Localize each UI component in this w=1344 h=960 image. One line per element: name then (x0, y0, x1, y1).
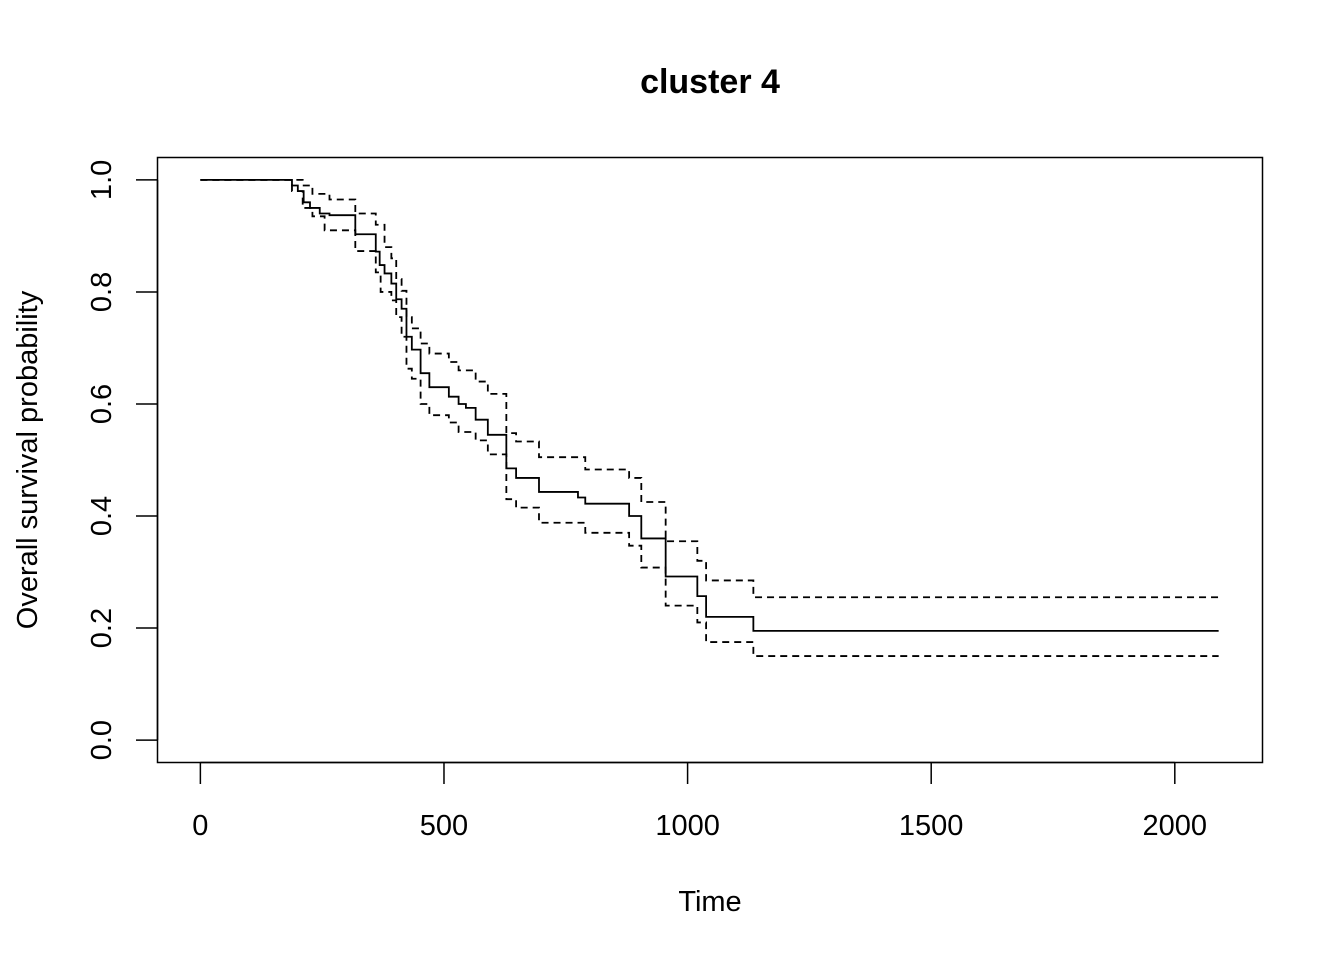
lower-confidence-band (200, 179, 1219, 657)
chart-title: cluster 4 (640, 63, 780, 101)
x-tick-label: 2000 (1143, 810, 1208, 842)
upper-confidence-band (200, 179, 1219, 599)
x-axis-label: Time (678, 886, 741, 918)
y-tick-label: 0.6 (86, 384, 118, 424)
x-tick-label: 1500 (899, 810, 964, 842)
y-axis: 0.0 0.2 0.4 0.6 0.8 1.0 (86, 160, 159, 760)
x-tick-label: 1000 (655, 810, 720, 842)
survival-curve (200, 179, 1219, 632)
x-tick-label: 0 (192, 810, 208, 842)
y-tick-label: 0.0 (86, 720, 118, 760)
series-layer (200, 179, 1219, 657)
y-tick-label: 0.8 (86, 272, 118, 312)
y-tick-label: 0.2 (86, 608, 118, 648)
y-tick-label: 1.0 (86, 160, 118, 200)
plot-frame (156, 156, 1264, 764)
x-axis: 0 500 1000 1500 2000 (192, 761, 1208, 842)
y-axis-label: Overall survival probability (12, 290, 44, 629)
x-tick-label: 500 (420, 810, 468, 842)
y-tick-label: 0.4 (86, 496, 118, 536)
